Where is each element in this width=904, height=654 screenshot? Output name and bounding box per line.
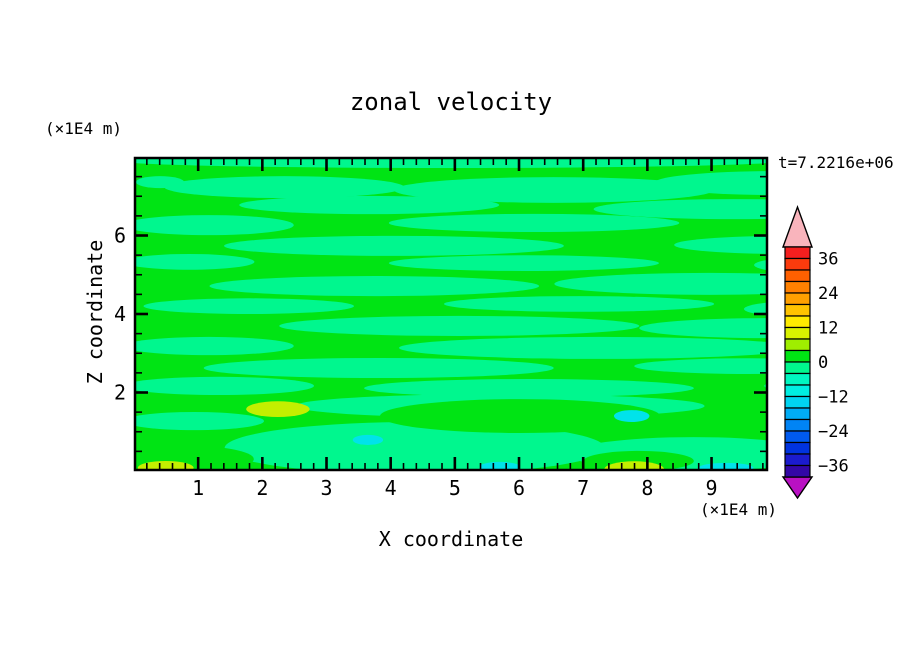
colorbar-segment <box>784 372 811 386</box>
x-axis-units-label: (×1E4 m) <box>699 500 777 519</box>
contour-region <box>613 410 650 423</box>
svg-text:8: 8 <box>641 476 653 500</box>
colorbar-segment <box>784 430 811 444</box>
colorbar-label: −12 <box>818 388 849 408</box>
contour-region <box>137 460 194 471</box>
colorbar-label: 12 <box>818 319 838 339</box>
contour-region <box>134 411 264 431</box>
contour-region <box>639 318 768 339</box>
contour-region <box>352 434 384 445</box>
colorbar-segment <box>784 246 811 260</box>
colorbar-segment <box>784 384 811 398</box>
colorbar-segment <box>784 464 811 478</box>
colorbar-segment <box>784 326 811 340</box>
contour-region <box>143 298 354 314</box>
contour-region <box>754 259 768 271</box>
contour-region <box>379 399 661 434</box>
svg-text:2: 2 <box>114 381 126 405</box>
colorbar-segment <box>784 453 811 467</box>
contour-region <box>388 255 659 271</box>
colorbar-segment <box>784 441 811 455</box>
svg-text:4: 4 <box>114 302 126 326</box>
contour-region <box>224 235 564 256</box>
colorbar-segment <box>784 361 811 375</box>
colorbar-label: −24 <box>818 422 849 442</box>
colorbar-segment <box>784 338 811 352</box>
contour-region <box>479 461 521 471</box>
colorbar-label: 0 <box>818 353 828 373</box>
contour-region <box>364 378 694 398</box>
svg-text:6: 6 <box>114 224 126 248</box>
z-axis-units-label: (×1E4 m) <box>45 119 123 138</box>
svg-text:6: 6 <box>513 476 525 500</box>
colorbar-segment <box>784 407 811 421</box>
contour-region <box>164 176 405 199</box>
colorbar-label: −36 <box>818 457 849 477</box>
contour-plot-area <box>134 157 768 471</box>
colorbar-label: 36 <box>818 250 838 270</box>
colorbar-segment <box>784 349 811 363</box>
colorbar-label: 24 <box>818 284 838 304</box>
svg-text:3: 3 <box>320 476 332 500</box>
x-axis-title: X coordinate <box>378 527 524 551</box>
contour-region <box>593 199 768 220</box>
colorbar-over-arrow <box>782 204 813 248</box>
colorbar-segment <box>784 315 811 329</box>
colorbar-segment <box>784 418 811 432</box>
contour-region <box>444 296 715 312</box>
contour-region <box>653 171 768 195</box>
svg-text:4: 4 <box>385 476 397 500</box>
colorbar-under-arrow <box>781 476 814 500</box>
plot-title: zonal velocity <box>349 88 553 116</box>
contour-region <box>399 336 768 359</box>
svg-text:5: 5 <box>449 476 461 500</box>
contour-region <box>134 254 255 270</box>
contour-region <box>239 195 500 215</box>
svg-text:2: 2 <box>256 476 268 500</box>
contour-region <box>134 157 768 168</box>
contour-region <box>224 422 606 471</box>
contour-region <box>134 336 294 356</box>
contour-region <box>388 213 680 233</box>
contour-region <box>203 357 554 379</box>
colorbar-segment <box>784 395 811 409</box>
plot-frame <box>133 156 769 472</box>
contour-region <box>743 302 768 316</box>
colorbar-segment <box>784 280 811 294</box>
contour-region <box>134 215 294 236</box>
colorbar: 36 24 12 0 −12 −24 −36 <box>781 204 849 500</box>
colorbar-segment <box>784 303 811 317</box>
colorbar-segment <box>784 257 811 271</box>
axis-tick-labels: 1 2 3 4 5 6 7 8 9 2 4 6 <box>114 224 718 501</box>
svg-text:9: 9 <box>706 476 718 500</box>
contour-region <box>674 235 768 254</box>
contour-region <box>634 358 768 374</box>
contour-region <box>246 401 310 417</box>
time-annotation: t=7.2216e+06 <box>778 153 894 172</box>
contour-region <box>279 315 640 336</box>
contour-region <box>698 462 754 471</box>
colorbar-segment <box>784 292 811 306</box>
svg-text:7: 7 <box>577 476 589 500</box>
contour-region <box>393 177 714 203</box>
colorbar-segment <box>784 269 811 283</box>
svg-text:1: 1 <box>192 476 204 500</box>
contour-region <box>209 276 540 297</box>
contour-region <box>134 376 315 396</box>
contour-region <box>554 272 768 295</box>
